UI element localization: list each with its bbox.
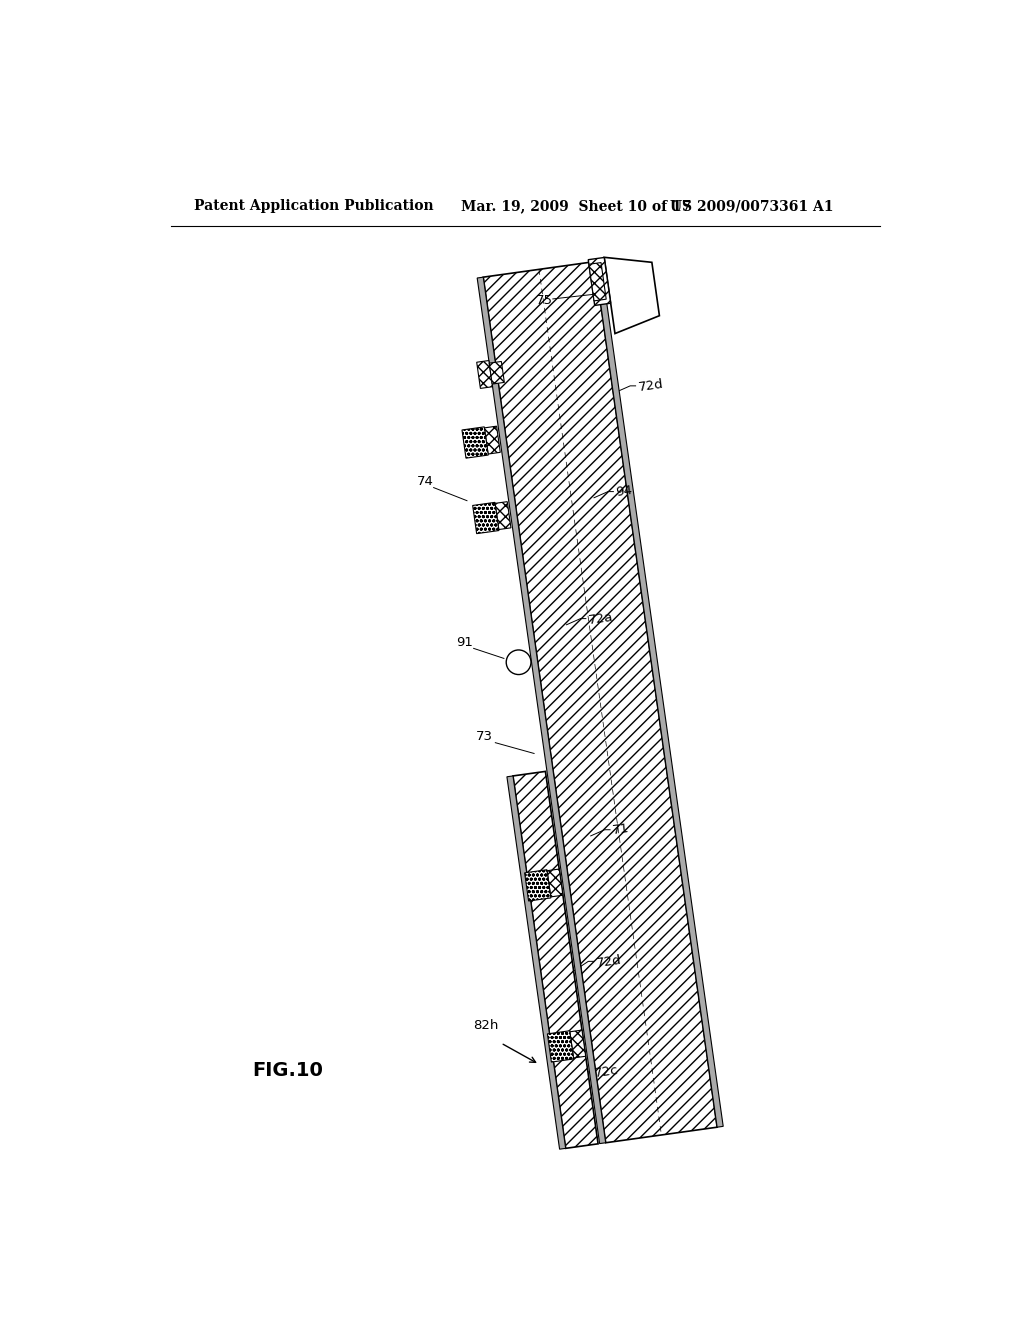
Text: 75: 75 <box>536 294 553 308</box>
Polygon shape <box>513 771 598 1148</box>
Text: 72c: 72c <box>594 1064 620 1080</box>
Text: FIG.10: FIG.10 <box>252 1061 323 1080</box>
Polygon shape <box>589 263 606 301</box>
Polygon shape <box>604 257 659 334</box>
Text: US 2009/0073361 A1: US 2009/0073361 A1 <box>671 199 834 213</box>
Text: 72b: 72b <box>620 281 647 297</box>
Polygon shape <box>588 257 610 305</box>
Polygon shape <box>477 277 605 1143</box>
Polygon shape <box>483 261 717 1143</box>
Polygon shape <box>473 503 499 533</box>
Text: 71: 71 <box>611 822 630 837</box>
Polygon shape <box>489 362 505 384</box>
Polygon shape <box>495 502 511 529</box>
Polygon shape <box>507 776 565 1150</box>
Text: 72d: 72d <box>637 378 665 395</box>
Text: 72a: 72a <box>588 610 614 627</box>
Text: 94: 94 <box>615 484 633 499</box>
Circle shape <box>506 649 531 675</box>
Polygon shape <box>462 426 488 458</box>
Polygon shape <box>548 1031 573 1063</box>
Polygon shape <box>477 360 493 388</box>
Text: Mar. 19, 2009  Sheet 10 of 17: Mar. 19, 2009 Sheet 10 of 17 <box>461 199 691 213</box>
Text: 82h: 82h <box>473 1019 499 1032</box>
Text: 74: 74 <box>417 475 433 488</box>
Polygon shape <box>569 1030 586 1057</box>
Polygon shape <box>524 870 551 902</box>
Text: 72d: 72d <box>595 953 623 970</box>
Polygon shape <box>484 426 501 454</box>
Text: 91: 91 <box>457 636 473 649</box>
Polygon shape <box>547 869 563 896</box>
Polygon shape <box>595 261 723 1127</box>
Text: Patent Application Publication: Patent Application Publication <box>194 199 433 213</box>
Text: 73: 73 <box>476 730 493 743</box>
